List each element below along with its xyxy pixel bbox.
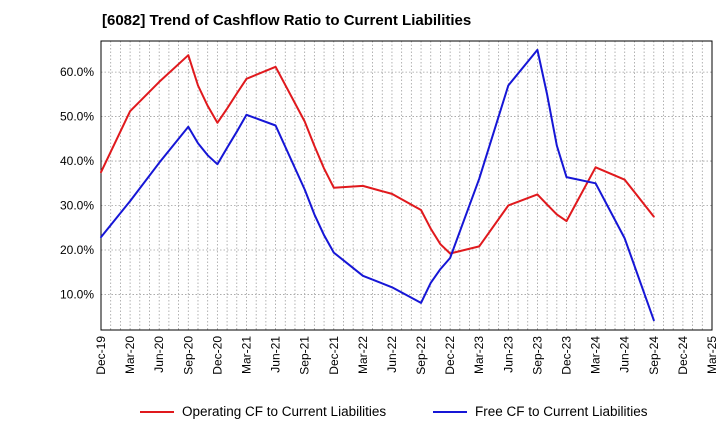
legend-label-operating-cf: Operating CF to Current Liabilities bbox=[182, 404, 387, 419]
legend-item-free-cf: Free CF to Current Liabilities bbox=[433, 404, 648, 419]
x-tick-label: Mar-21 bbox=[239, 336, 253, 374]
x-tick-label: Jun-21 bbox=[269, 336, 283, 373]
x-tick-label: Sep-23 bbox=[530, 336, 544, 375]
y-tick-label: 30.0% bbox=[60, 199, 94, 213]
series-lines bbox=[100, 48, 655, 322]
x-tick-label: Sep-24 bbox=[647, 336, 661, 375]
x-tick-label: Sep-21 bbox=[298, 336, 312, 375]
x-tick-label: Jun-20 bbox=[152, 336, 166, 373]
y-tick-label: 50.0% bbox=[60, 110, 94, 124]
x-tick-label: Dec-24 bbox=[676, 336, 690, 375]
x-tick-label: Jun-23 bbox=[501, 336, 515, 373]
x-tick-label: Dec-20 bbox=[210, 336, 224, 375]
x-tick-label: Sep-20 bbox=[181, 336, 195, 375]
y-tick-label: 60.0% bbox=[60, 65, 94, 79]
x-tick-label: Jun-22 bbox=[385, 336, 399, 373]
legend-swatch-free-cf bbox=[433, 410, 467, 413]
x-tick-label: Mar-23 bbox=[472, 336, 486, 374]
y-tick-label: 10.0% bbox=[60, 287, 94, 301]
x-tick-label: Sep-22 bbox=[414, 336, 428, 375]
x-tick-label: Mar-25 bbox=[705, 336, 719, 374]
x-tick-label: Mar-22 bbox=[356, 336, 370, 374]
series-line-operating-cf bbox=[100, 54, 655, 255]
y-tick-label: 40.0% bbox=[60, 154, 94, 168]
x-axis-tick-labels: Dec-19 Mar-20 Jun-20 Sep-20 Dec-20 Mar-21 Jun-… bbox=[94, 336, 719, 375]
x-tick-label: Mar-20 bbox=[123, 336, 137, 374]
chart-title: [6082] Trend of Cashflow Ratio to Curren… bbox=[102, 12, 472, 29]
x-tick-label: Jun-24 bbox=[618, 336, 632, 373]
x-tick-label: Dec-21 bbox=[327, 336, 341, 375]
series-line-free-cf bbox=[100, 48, 655, 322]
plot-frame bbox=[100, 40, 713, 331]
legend-swatch-operating-cf bbox=[140, 410, 174, 413]
legend: Operating CF to Current Liabilities Free… bbox=[0, 404, 720, 426]
x-tick-label: Dec-23 bbox=[560, 336, 574, 375]
legend-label-free-cf: Free CF to Current Liabilities bbox=[475, 404, 648, 419]
y-tick-label: 20.0% bbox=[60, 243, 94, 257]
x-tick-label: Dec-19 bbox=[94, 336, 108, 375]
grid bbox=[100, 41, 713, 330]
y-axis-tick-labels: 10.0% 20.0% 30.0% 40.0% 50.0% 60.0% bbox=[60, 65, 94, 301]
x-tick-label: Mar-24 bbox=[589, 336, 603, 374]
legend-item-operating-cf: Operating CF to Current Liabilities bbox=[140, 404, 386, 419]
x-tick-label: Dec-22 bbox=[443, 336, 457, 375]
axes bbox=[100, 40, 713, 331]
